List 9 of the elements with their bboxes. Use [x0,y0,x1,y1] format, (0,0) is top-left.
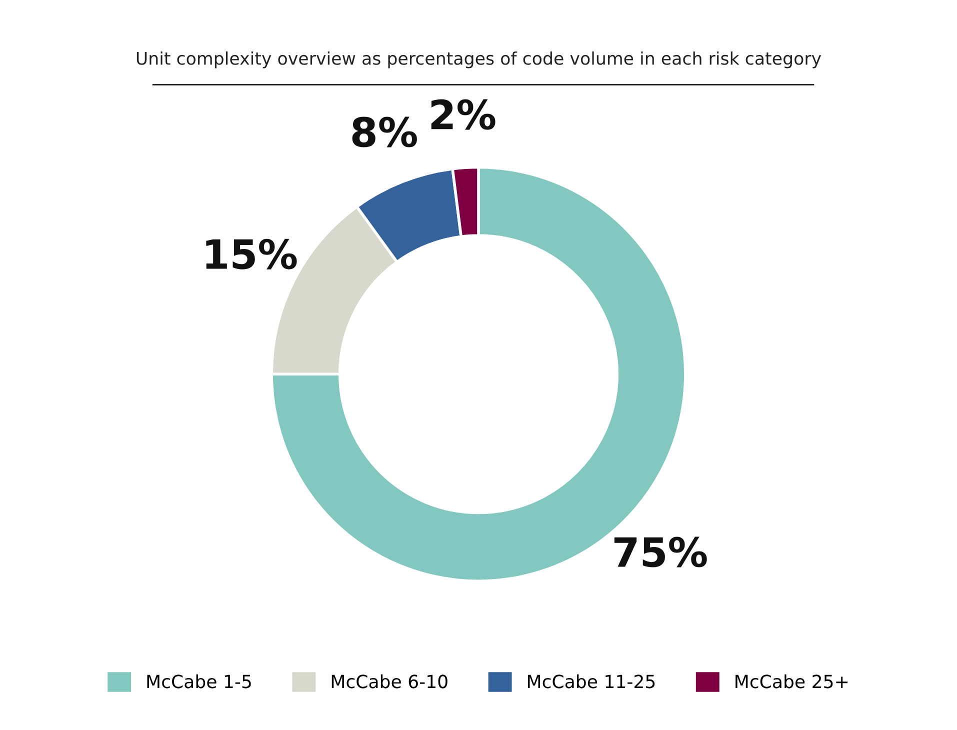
data-label: 2% [431,99,496,130]
legend-label: McCabe 1-5 [147,674,251,688]
data-label: 15% [206,238,297,270]
legend-label: McCabe 25+ [736,674,848,688]
chart-title: Unit complexity overview as percentages of code volume in each risk category [136,51,822,68]
data-label: 75% [614,536,707,568]
data-label: 8% [352,116,417,148]
legend-label: McCabe 6-10 [332,674,448,688]
legend-label: McCabe 11-25 [528,674,655,688]
